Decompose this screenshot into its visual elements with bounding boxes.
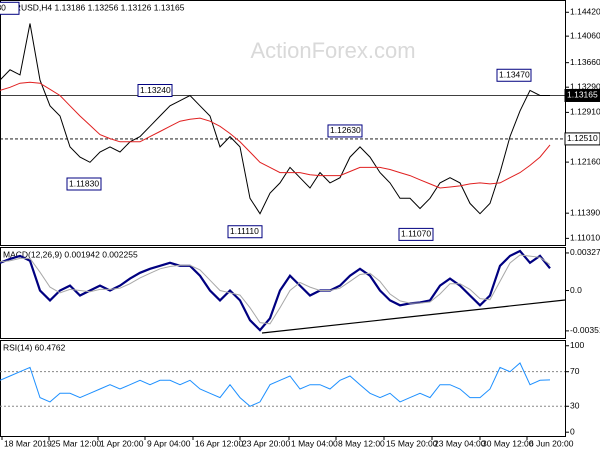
annotation-label: 1.12630 [330, 125, 361, 135]
y-tick-label: 0.0 [570, 285, 582, 295]
x-tick-label: 1 May 04:00 [291, 438, 338, 448]
y-tick-label: 0 [570, 426, 575, 436]
x-tick-label: 9 Apr 04:00 [147, 438, 191, 448]
series-line [0, 81, 551, 189]
annotation-box [227, 225, 263, 239]
y-tick-label: 1.11390 [570, 207, 600, 217]
series-line [0, 23, 550, 215]
y-tick-label: 1.13660 [570, 57, 600, 67]
y-tick-label: 1.11010 [570, 233, 600, 243]
x-tick-label: 16 Apr 12:00 [195, 438, 243, 448]
macd-panel [0, 247, 566, 339]
x-tick-label: 23 May 04:00 [434, 438, 486, 448]
panel-title: RSI(14) 60.4762 [3, 342, 66, 352]
annotation-box [137, 84, 173, 98]
y-tick-label: 30 [570, 401, 580, 411]
level-box [564, 88, 600, 102]
x-tick-label: 8 May 12:00 [338, 438, 385, 448]
annotation-box [327, 124, 363, 138]
y-tick-label: 100 [570, 340, 584, 350]
y-tick-label: 1.12910 [570, 107, 600, 117]
annotation-label: 1.11830 [69, 178, 99, 188]
trend-line [261, 299, 566, 334]
y-tick-label: 1.14060 [570, 30, 600, 40]
y-tick-label: 1.13290 [570, 81, 600, 91]
level-label: 1.12510 [567, 133, 598, 143]
annotation-box [66, 177, 102, 191]
rsi-panel [0, 340, 566, 437]
annotation-label: 1.13240 [140, 85, 171, 95]
y-tick-label: -0.003519 [570, 325, 600, 335]
price-panel [0, 0, 566, 246]
level-label: 1.13165 [567, 90, 598, 100]
x-tick-label: 23 Apr 20:00 [242, 438, 290, 448]
annotation-label: 1.11070 [401, 229, 431, 239]
annotation-box [398, 227, 434, 241]
annotation-label: 1.13470 [499, 70, 530, 80]
panel-title: MACD(12,26,9) 0.001942 0.002255 [3, 249, 138, 259]
series-line [0, 254, 551, 325]
annotation-label: 1.11110 [230, 226, 259, 236]
x-tick-label: 15 May 20:00 [386, 438, 438, 448]
x-tick-label: 25 Mar 12:00 [51, 438, 101, 448]
y-tick-label: 1.14420 [570, 7, 600, 17]
x-tick-label: 18 Mar 2019 [4, 438, 52, 448]
y-tick-label: 0.003278 [570, 247, 600, 257]
annotation-label: 4480 [0, 3, 6, 13]
level-box [564, 132, 600, 146]
y-tick-label: 1.12160 [570, 156, 600, 166]
series-line [0, 249, 551, 332]
annotation-box [496, 68, 532, 82]
x-tick-label: 1 Apr 20:00 [100, 438, 144, 448]
x-tick-label: 6 Jun 20:00 [529, 438, 574, 448]
x-tick-label: 30 May 12:00 [482, 438, 534, 448]
y-tick-label: 70 [570, 366, 580, 376]
series-line [0, 362, 551, 407]
panel-title: EURUSD,H4 1.13186 1.13256 1.13126 1.1316… [3, 2, 185, 12]
annotation-box [0, 1, 20, 15]
watermark: ActionForex.com [250, 38, 415, 63]
